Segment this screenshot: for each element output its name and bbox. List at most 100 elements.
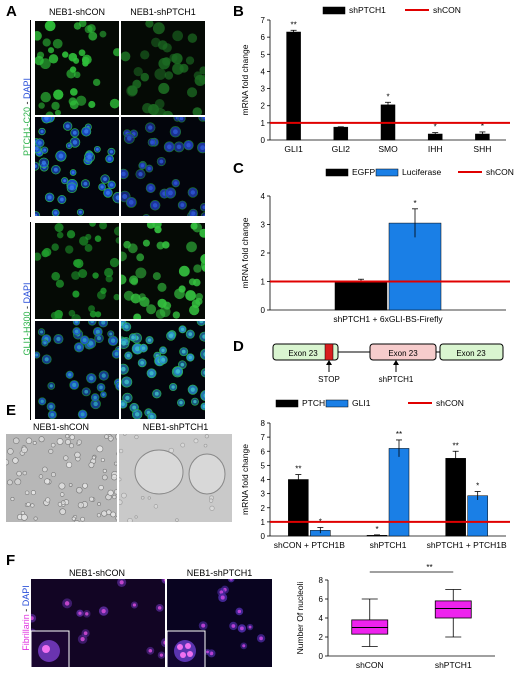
legend-swatch-PTCH1	[275, 399, 299, 408]
cell	[58, 482, 66, 490]
cell	[175, 518, 179, 522]
legend-label-GLI1: GLI1	[352, 398, 371, 408]
cell-nucleus	[161, 357, 166, 362]
cell	[154, 99, 165, 109]
cell	[46, 21, 53, 28]
cell	[60, 500, 66, 505]
panel-e-img1-title: NEB1-shCON	[32, 422, 89, 432]
cell	[71, 271, 80, 280]
cell	[135, 267, 147, 279]
cell	[200, 348, 205, 360]
cell-nucleus	[180, 203, 185, 207]
cell-nucleus	[188, 355, 192, 360]
cell-nucleus	[199, 321, 204, 324]
cell-nucleus	[63, 179, 67, 183]
panel-f-img1-title: NEB1-shCON	[68, 568, 125, 578]
cell	[97, 290, 106, 300]
y-tick-label: 4	[261, 192, 266, 201]
cell-nucleus	[203, 117, 205, 120]
y-tick-label: 6	[261, 33, 266, 42]
y-axis-label: mRNA fold change	[240, 44, 250, 115]
cell-nucleus	[163, 640, 165, 645]
cell	[30, 490, 36, 496]
cell	[59, 508, 66, 515]
y-tick-label: 3	[261, 221, 266, 230]
cell	[115, 515, 117, 521]
x-tick-label: SHH	[473, 144, 491, 154]
cell	[96, 513, 101, 518]
cell-nucleus	[203, 393, 205, 398]
cell-nucleus	[259, 636, 263, 641]
cell-nucleus	[84, 129, 89, 134]
cell	[7, 448, 14, 455]
panel-e-letter: E	[6, 402, 17, 419]
shptch1-arrowhead	[393, 360, 399, 365]
cell	[115, 381, 119, 391]
cell-nucleus	[175, 369, 181, 374]
inset-nucleolus	[185, 643, 191, 649]
cell-nucleus	[35, 213, 38, 216]
stop-marker	[324, 343, 334, 361]
cell-nucleus	[54, 211, 58, 215]
cell-nucleus	[122, 194, 128, 199]
cell-nucleus	[206, 650, 209, 654]
cell-nucleus	[95, 329, 100, 334]
cell-nucleus	[44, 117, 49, 121]
f-image-shcon	[30, 578, 166, 668]
cell	[111, 474, 117, 481]
cell	[38, 102, 45, 109]
significance-mark: *	[434, 123, 437, 132]
x-tick-label: shPTCH1 + PTCH1B	[427, 540, 507, 550]
legend-swatch-shPTCH1	[322, 6, 346, 15]
cell	[154, 68, 167, 80]
a-image-gli1-shcon	[34, 222, 120, 320]
cell-nucleus	[135, 346, 140, 352]
cell-nucleus	[35, 353, 39, 357]
cell-nucleus	[84, 389, 89, 394]
cell	[105, 275, 113, 283]
y-axis-label: Number Of nucleoli	[295, 582, 305, 655]
cell-nucleus	[110, 338, 116, 343]
cell	[113, 293, 119, 301]
cell	[71, 516, 76, 521]
cell-nucleus	[44, 357, 49, 362]
cell	[178, 265, 190, 277]
cell	[112, 494, 117, 500]
cell-nucleus	[78, 210, 82, 214]
legend-label-shCON: shCON	[433, 5, 461, 15]
cell-nucleus	[180, 362, 185, 367]
cell	[113, 461, 117, 466]
x-tick-label: shCON	[356, 660, 384, 670]
cell-nucleus	[237, 609, 242, 614]
cell	[42, 247, 52, 257]
cell-nucleus	[59, 197, 64, 202]
cell-nucleus	[50, 412, 55, 417]
cell	[16, 470, 22, 477]
cell	[209, 498, 214, 503]
legend-label-shCON: shCON	[486, 167, 514, 177]
x-tick-label: IHH	[428, 144, 443, 154]
cell	[162, 110, 174, 115]
significance-mark: **	[396, 430, 402, 439]
cell-nucleus	[43, 148, 47, 152]
cell-nucleus	[168, 333, 173, 338]
exon-2-box	[369, 343, 437, 361]
cell	[147, 496, 151, 500]
cell-nucleus	[179, 117, 184, 121]
cell	[139, 296, 150, 308]
cell-nucleus	[72, 382, 77, 388]
chart-f: 0 2 4 6 8 Number Of nucleoli shCON shPTCH1 **	[295, 563, 495, 670]
cell	[121, 251, 127, 262]
y-tick-label: 0	[319, 652, 324, 661]
cell	[22, 470, 27, 476]
cell-nucleus	[191, 211, 196, 216]
cell-nucleus	[68, 373, 72, 377]
x-tick-label: GLI1	[284, 144, 303, 154]
cell-nucleus	[109, 183, 114, 187]
cell-nucleus	[149, 414, 154, 419]
cell	[193, 438, 199, 444]
cell	[102, 468, 107, 473]
a-image-gli1-shptch1	[120, 222, 206, 320]
y-tick-label: 5	[261, 50, 266, 59]
cell	[121, 492, 127, 499]
